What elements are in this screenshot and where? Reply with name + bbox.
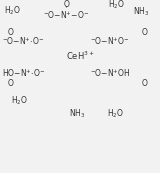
- Text: NH$_3$: NH$_3$: [69, 107, 85, 120]
- Text: $^{-}$O$-$N$^{+}$OH: $^{-}$O$-$N$^{+}$OH: [90, 68, 130, 79]
- Text: H$_2$O: H$_2$O: [4, 5, 21, 17]
- Text: H$_2$O: H$_2$O: [108, 0, 125, 11]
- Text: O: O: [8, 79, 13, 88]
- Text: H$_2$O: H$_2$O: [11, 95, 28, 107]
- Text: $^{-}$O$-$N$^{+}$$-$O$^{-}$: $^{-}$O$-$N$^{+}$$-$O$^{-}$: [43, 9, 89, 21]
- Text: O: O: [64, 0, 69, 9]
- Text: $^{-}$O$-$N$^{+}$$\cdot$O$^{-}$: $^{-}$O$-$N$^{+}$$\cdot$O$^{-}$: [2, 36, 44, 47]
- Text: NH$_3$: NH$_3$: [133, 6, 149, 18]
- Text: O: O: [142, 79, 148, 88]
- Text: O: O: [8, 28, 13, 37]
- Text: O: O: [142, 28, 148, 37]
- Text: $^{-}$O$-$N$^{+}$O$^{-}$: $^{-}$O$-$N$^{+}$O$^{-}$: [90, 36, 129, 47]
- Text: CeH$^{3+}$: CeH$^{3+}$: [66, 49, 94, 62]
- Text: HO$-$N$^{+}$$\cdot$O$^{-}$: HO$-$N$^{+}$$\cdot$O$^{-}$: [2, 68, 45, 79]
- Text: H$_2$O: H$_2$O: [107, 107, 124, 120]
